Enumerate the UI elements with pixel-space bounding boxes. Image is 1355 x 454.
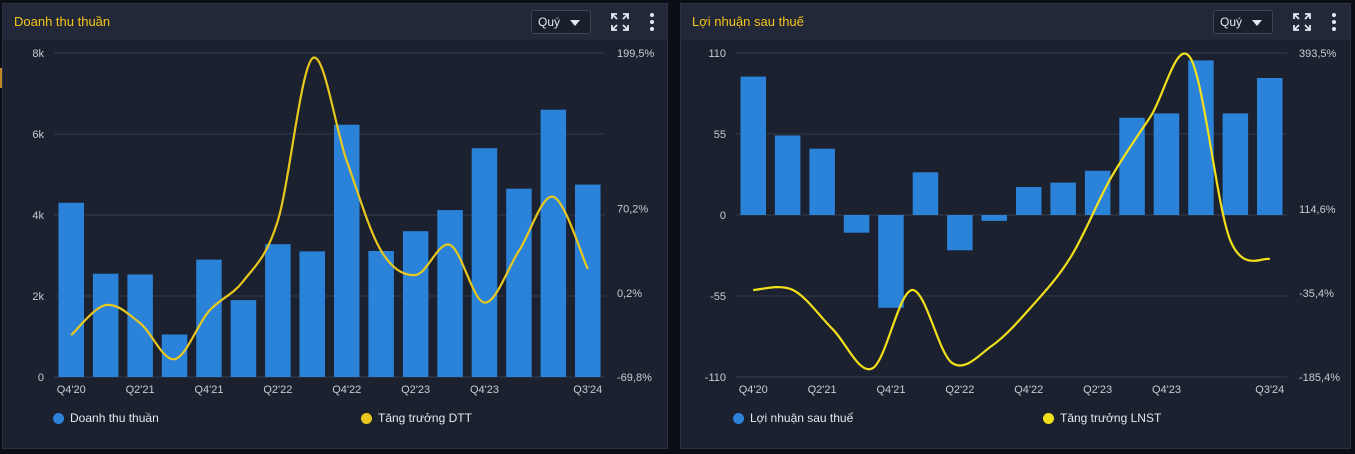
x-tick-label: Q2'21	[126, 384, 155, 396]
expand-icon[interactable]	[610, 12, 630, 32]
bar-Q223	[402, 231, 429, 377]
bar-Q422	[1016, 187, 1042, 215]
y-tick-label-right: -69,8%	[617, 372, 652, 384]
legend-dot-yellow	[361, 412, 372, 424]
revenue-panel-title: Doanh thu thuần	[14, 14, 111, 29]
legend-dot-yellow	[1043, 412, 1054, 424]
revenue-legend-line-label: Tăng trưởng DTT	[378, 411, 472, 425]
bar-Q224	[1222, 113, 1249, 215]
bar-Q423	[471, 148, 498, 377]
bar-Q222	[947, 215, 973, 251]
x-tick-label: Q2'22	[945, 384, 974, 396]
x-tick-label: Q4'20	[57, 384, 86, 396]
y-tick-label-right: -35,4%	[1299, 288, 1334, 300]
y-tick-label-right: -185,4%	[1299, 372, 1340, 384]
revenue-panel-header: Doanh thu thuần Quý	[3, 4, 667, 40]
bar-Q121	[774, 135, 801, 215]
y-tick-label-left: 4k	[32, 210, 44, 222]
x-tick-label: Q4'22	[1014, 384, 1043, 396]
y-tick-label-left: 6k	[32, 129, 44, 141]
profit-chart: -110 -55 0 55 110 -185,4% -35,4% 114,6% 393,5% Q4…	[705, 48, 1340, 396]
bar-Q323	[437, 210, 463, 377]
bar-Q223	[1084, 170, 1111, 215]
y-tick-label-left: 8k	[32, 48, 44, 60]
legend-dot-blue	[53, 412, 64, 424]
y-tick-label-left: 0	[38, 372, 44, 384]
y-tick-label-left: 0	[720, 210, 726, 222]
side-marker	[0, 68, 2, 88]
x-tick-label: Q4'21	[876, 384, 905, 396]
y-tick-label-right: 199,5%	[617, 48, 655, 60]
profit-panel-title: Lợi nhuận sau thuế	[692, 14, 804, 29]
revenue-chart: 0 2k 4k 6k 8k -69,8% 0,2% 70,2% 199,5% Q4'20 Q2'21…	[32, 48, 655, 396]
bar-Q420	[740, 76, 766, 215]
x-tick-label: Q4'22	[332, 384, 361, 396]
x-tick-label: Q2'23	[401, 384, 430, 396]
x-tick-label: Q2'21	[808, 384, 837, 396]
y-tick-label-left: -110	[705, 372, 726, 384]
legend-dot-blue	[733, 412, 744, 424]
bar-Q421	[878, 215, 904, 308]
bar-Q221	[809, 148, 835, 215]
x-tick-label: Q4'21	[194, 384, 223, 396]
x-tick-label: Q2'23	[1083, 384, 1112, 396]
y-tick-label-left: 55	[714, 129, 726, 141]
bar-Q422	[334, 124, 360, 377]
growth-line	[753, 52, 1271, 371]
chevron-down-icon	[570, 20, 580, 26]
bar-Q323	[1119, 117, 1145, 215]
more-options-icon[interactable]	[1324, 12, 1344, 32]
bar-Q122	[230, 300, 257, 377]
bar-Q324	[575, 184, 601, 377]
x-tick-label: Q3'24	[1255, 384, 1284, 396]
bar-Q222	[265, 244, 291, 377]
profit-legend-bar-label: Lợi nhuận sau thuế	[750, 411, 854, 425]
bar-Q123	[1050, 182, 1076, 215]
revenue-legend-line[interactable]: Tăng trưởng DTT	[361, 411, 472, 425]
y-tick-label-right: 393,5%	[1299, 48, 1337, 60]
bar-Q221	[127, 274, 153, 377]
bar-Q423	[1153, 113, 1180, 215]
x-tick-label: Q4'23	[1152, 384, 1181, 396]
x-tick-label: Q4'20	[739, 384, 768, 396]
bar-Q324	[1257, 78, 1283, 215]
profit-period-value: Quý	[1220, 15, 1243, 29]
bar-Q124	[506, 188, 532, 377]
y-tick-label-right: 114,6%	[1299, 204, 1336, 216]
bar-Q322	[981, 215, 1007, 221]
bar-Q322	[299, 251, 325, 377]
bar-Q421	[196, 259, 222, 377]
y-tick-label-left: 2k	[32, 291, 44, 303]
growth-line	[70, 56, 589, 361]
profit-legend-line[interactable]: Tăng trưởng LNST	[1043, 411, 1161, 425]
revenue-panel: Doanh thu thuần Quý 0 2k 4k 6k 8k -69,8% 0,2% 7…	[2, 3, 668, 449]
bar-Q224	[540, 109, 567, 377]
x-tick-label: Q4'23	[470, 384, 499, 396]
revenue-period-select[interactable]: Quý	[531, 10, 591, 34]
profit-panel: Lợi nhuận sau thuế Quý -110 -55 0 55 110 -185…	[680, 3, 1351, 449]
x-tick-label: Q2'22	[263, 384, 292, 396]
y-tick-label-right: 70,2%	[617, 204, 648, 216]
bar-Q123	[368, 251, 394, 377]
expand-icon[interactable]	[1292, 12, 1312, 32]
chevron-down-icon	[1252, 20, 1262, 26]
x-tick-label: Q3'24	[573, 384, 602, 396]
more-options-icon[interactable]	[642, 12, 662, 32]
y-tick-label-left: 110	[708, 48, 726, 60]
profit-period-select[interactable]: Quý	[1213, 10, 1273, 34]
y-tick-label-left: -55	[710, 291, 726, 303]
revenue-legend-bar-label: Doanh thu thuần	[70, 411, 159, 425]
revenue-period-value: Quý	[538, 15, 561, 29]
bar-Q122	[912, 172, 939, 215]
bar-Q321	[843, 215, 870, 233]
y-tick-label-right: 0,2%	[617, 288, 642, 300]
bar-Q121	[92, 273, 119, 377]
profit-panel-header: Lợi nhuận sau thuế Quý	[681, 4, 1350, 40]
profit-legend-bar[interactable]: Lợi nhuận sau thuế	[733, 411, 853, 425]
revenue-legend-bar[interactable]: Doanh thu thuần	[53, 411, 159, 425]
profit-legend-line-label: Tăng trưởng LNST	[1060, 411, 1162, 425]
bar-Q420	[58, 202, 84, 377]
